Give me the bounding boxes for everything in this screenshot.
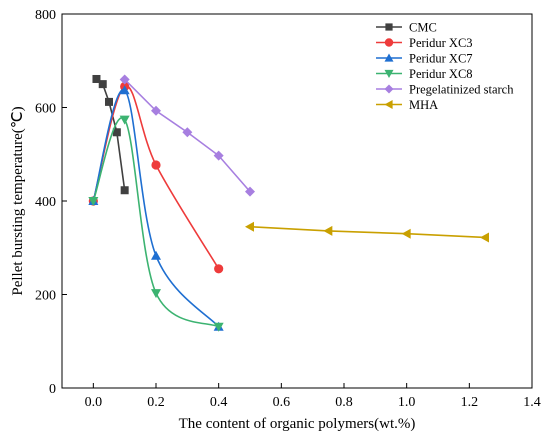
legend-cmc-marker	[385, 23, 392, 30]
x-tick-label: 0.2	[147, 395, 165, 410]
x-tick-label: 0.4	[210, 395, 228, 410]
legend-label: Pregelatinized starch	[409, 83, 514, 97]
cmc-marker	[121, 186, 129, 194]
y-tick-label: 0	[49, 382, 56, 397]
legend-item-peridur-xc8: Peridur XC8	[376, 67, 473, 81]
mha-marker	[323, 226, 332, 236]
cmc-marker	[99, 80, 107, 88]
legend-label: MHA	[409, 98, 438, 112]
series-peridur-xc8	[88, 116, 223, 332]
legend-label: Peridur XC3	[409, 36, 473, 50]
legend-peridur-xc3-marker	[385, 38, 393, 46]
x-tick-label: 0.8	[335, 395, 353, 410]
peridur-xc8-marker	[120, 116, 130, 125]
series-mha	[245, 222, 489, 243]
mha-marker	[245, 222, 254, 232]
peridur-xc3-marker	[151, 160, 160, 169]
mha-marker	[480, 232, 489, 242]
series-layer	[88, 74, 489, 331]
mha-line	[250, 227, 485, 238]
mha-marker	[402, 229, 411, 239]
y-axis-title: Pellet bursting temperature(℃)	[10, 106, 26, 295]
legend-item-peridur-xc7: Peridur XC7	[376, 52, 473, 66]
legend-item-cmc: CMC	[376, 21, 437, 35]
peridur-xc7-marker	[151, 251, 161, 260]
legend-label: Peridur XC7	[409, 52, 473, 66]
cmc-marker	[105, 98, 113, 106]
legend-item-mha: MHA	[376, 98, 438, 112]
legend-label: Peridur XC8	[409, 67, 473, 81]
legend-pregelatinized-starch-marker	[385, 85, 394, 94]
y-tick-label: 600	[35, 102, 56, 117]
x-tick-label: 1.2	[461, 395, 479, 410]
legend-item-pregelatinized-starch: Pregelatinized starch	[376, 83, 514, 97]
x-tick-label: 1.4	[523, 395, 541, 410]
x-tick-label: 1.0	[398, 395, 416, 410]
x-tick-label: 0.0	[85, 395, 103, 410]
peridur-xc8-marker	[151, 289, 161, 298]
x-tick-label: 0.6	[273, 395, 291, 410]
y-tick-label: 800	[35, 8, 56, 23]
legend-label: CMC	[409, 21, 437, 35]
y-tick-label: 400	[35, 195, 56, 210]
x-axis-title: The content of organic polymers(wt.%)	[179, 416, 416, 432]
legend-mha-marker	[385, 100, 393, 109]
peridur-xc3-marker	[214, 264, 223, 273]
y-tick-label: 200	[35, 289, 56, 304]
legend-item-peridur-xc3: Peridur XC3	[376, 36, 473, 50]
